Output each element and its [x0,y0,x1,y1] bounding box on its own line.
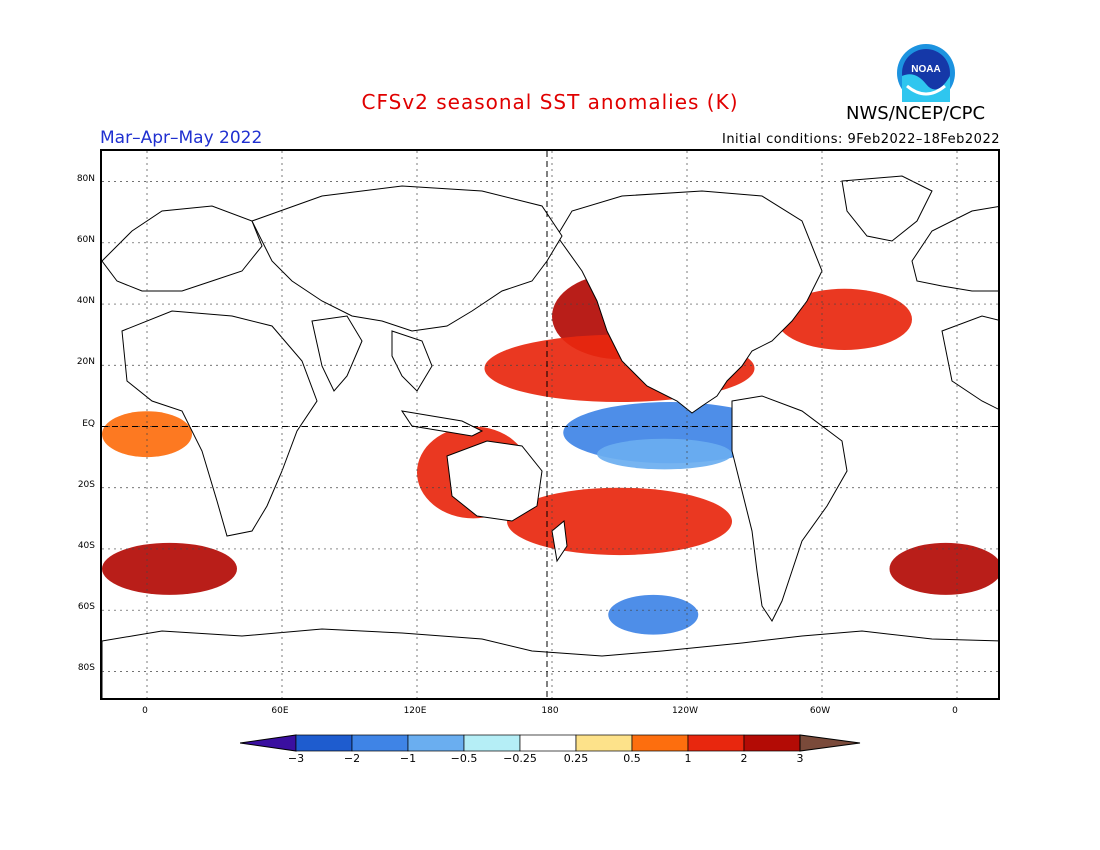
colorbar-segment [743,734,801,752]
colorbar-label: 3 [796,752,804,765]
colorbar-segment [575,734,633,752]
europe-east [911,206,998,292]
lat-tick-label: 80N [76,173,95,184]
anomaly-region-5 [507,487,732,556]
europe [102,205,263,292]
africa-east [941,315,998,410]
lat-tick-label: 20S [77,479,95,490]
lat-tick-label: 40S [77,540,95,551]
initial-conditions: Initial conditions: 9Feb2022–18Feb2022 [721,132,1000,147]
south-america [731,395,848,622]
colorbar-label: 1 [684,752,692,765]
lon-tick-label: 0 [952,706,958,716]
asia [251,185,563,332]
australia [446,440,543,522]
colorbar-low-arrow [239,734,297,752]
lat-tick-label: 20N [76,357,95,368]
colorbar-segment [351,734,409,752]
title: CFSv2 seasonal SST anomalies (K) [361,90,739,114]
colorbar-label: 0.5 [623,752,641,765]
southeast-asia [391,330,433,392]
colorbar-segment [687,734,745,752]
logo-text: NOAA [911,64,940,75]
colorbar-label: −3 [287,752,305,765]
lon-tick-label: 120E [403,706,427,716]
colorbar-segment [631,734,689,752]
lat-tick-label: 60S [77,602,95,613]
land-outlines [102,175,998,698]
colorbar-label: 0.25 [563,752,589,765]
greenland [841,175,933,242]
lat-tick-label: 40N [76,296,95,307]
anomaly-region-6 [102,542,237,595]
lat-tick-label: 80S [77,663,95,674]
colorbar-segment [519,734,577,752]
colorbar-label: −0.25 [503,752,537,765]
lat-tick-label: 60N [76,234,95,245]
africa [121,310,318,537]
anomaly-region-7 [889,542,998,595]
colorbar [239,733,862,773]
agency-label: NWS/NCEP/CPC [846,103,986,124]
lon-tick-label: 0 [142,706,148,716]
indonesia [400,410,484,437]
colorbar-label: 2 [740,752,748,765]
lon-tick-label: 60W [809,706,831,716]
lon-tick-label: 180 [541,706,559,716]
colorbar-segment [295,734,353,752]
lon-tick-label: 120W [671,706,699,716]
sst-map [100,149,1000,700]
colorbar-segment [463,734,521,752]
colorbar-label: −0.5 [450,752,478,765]
new-zealand [551,520,568,563]
anomaly-region-3 [597,438,732,470]
period-label: Mar–Apr–May 2022 [100,128,263,148]
noaa-logo: NOAA [895,42,957,104]
colorbar-high-arrow [799,734,861,752]
colorbar-label: −1 [399,752,417,765]
lon-tick-label: 60E [271,706,289,716]
lat-tick-label: EQ [82,418,95,429]
anomaly-region-9 [608,594,699,635]
colorbar-label: −2 [343,752,361,765]
india [311,315,363,392]
antarctica [102,628,998,698]
north-america [556,190,823,414]
colorbar-segment [407,734,465,752]
